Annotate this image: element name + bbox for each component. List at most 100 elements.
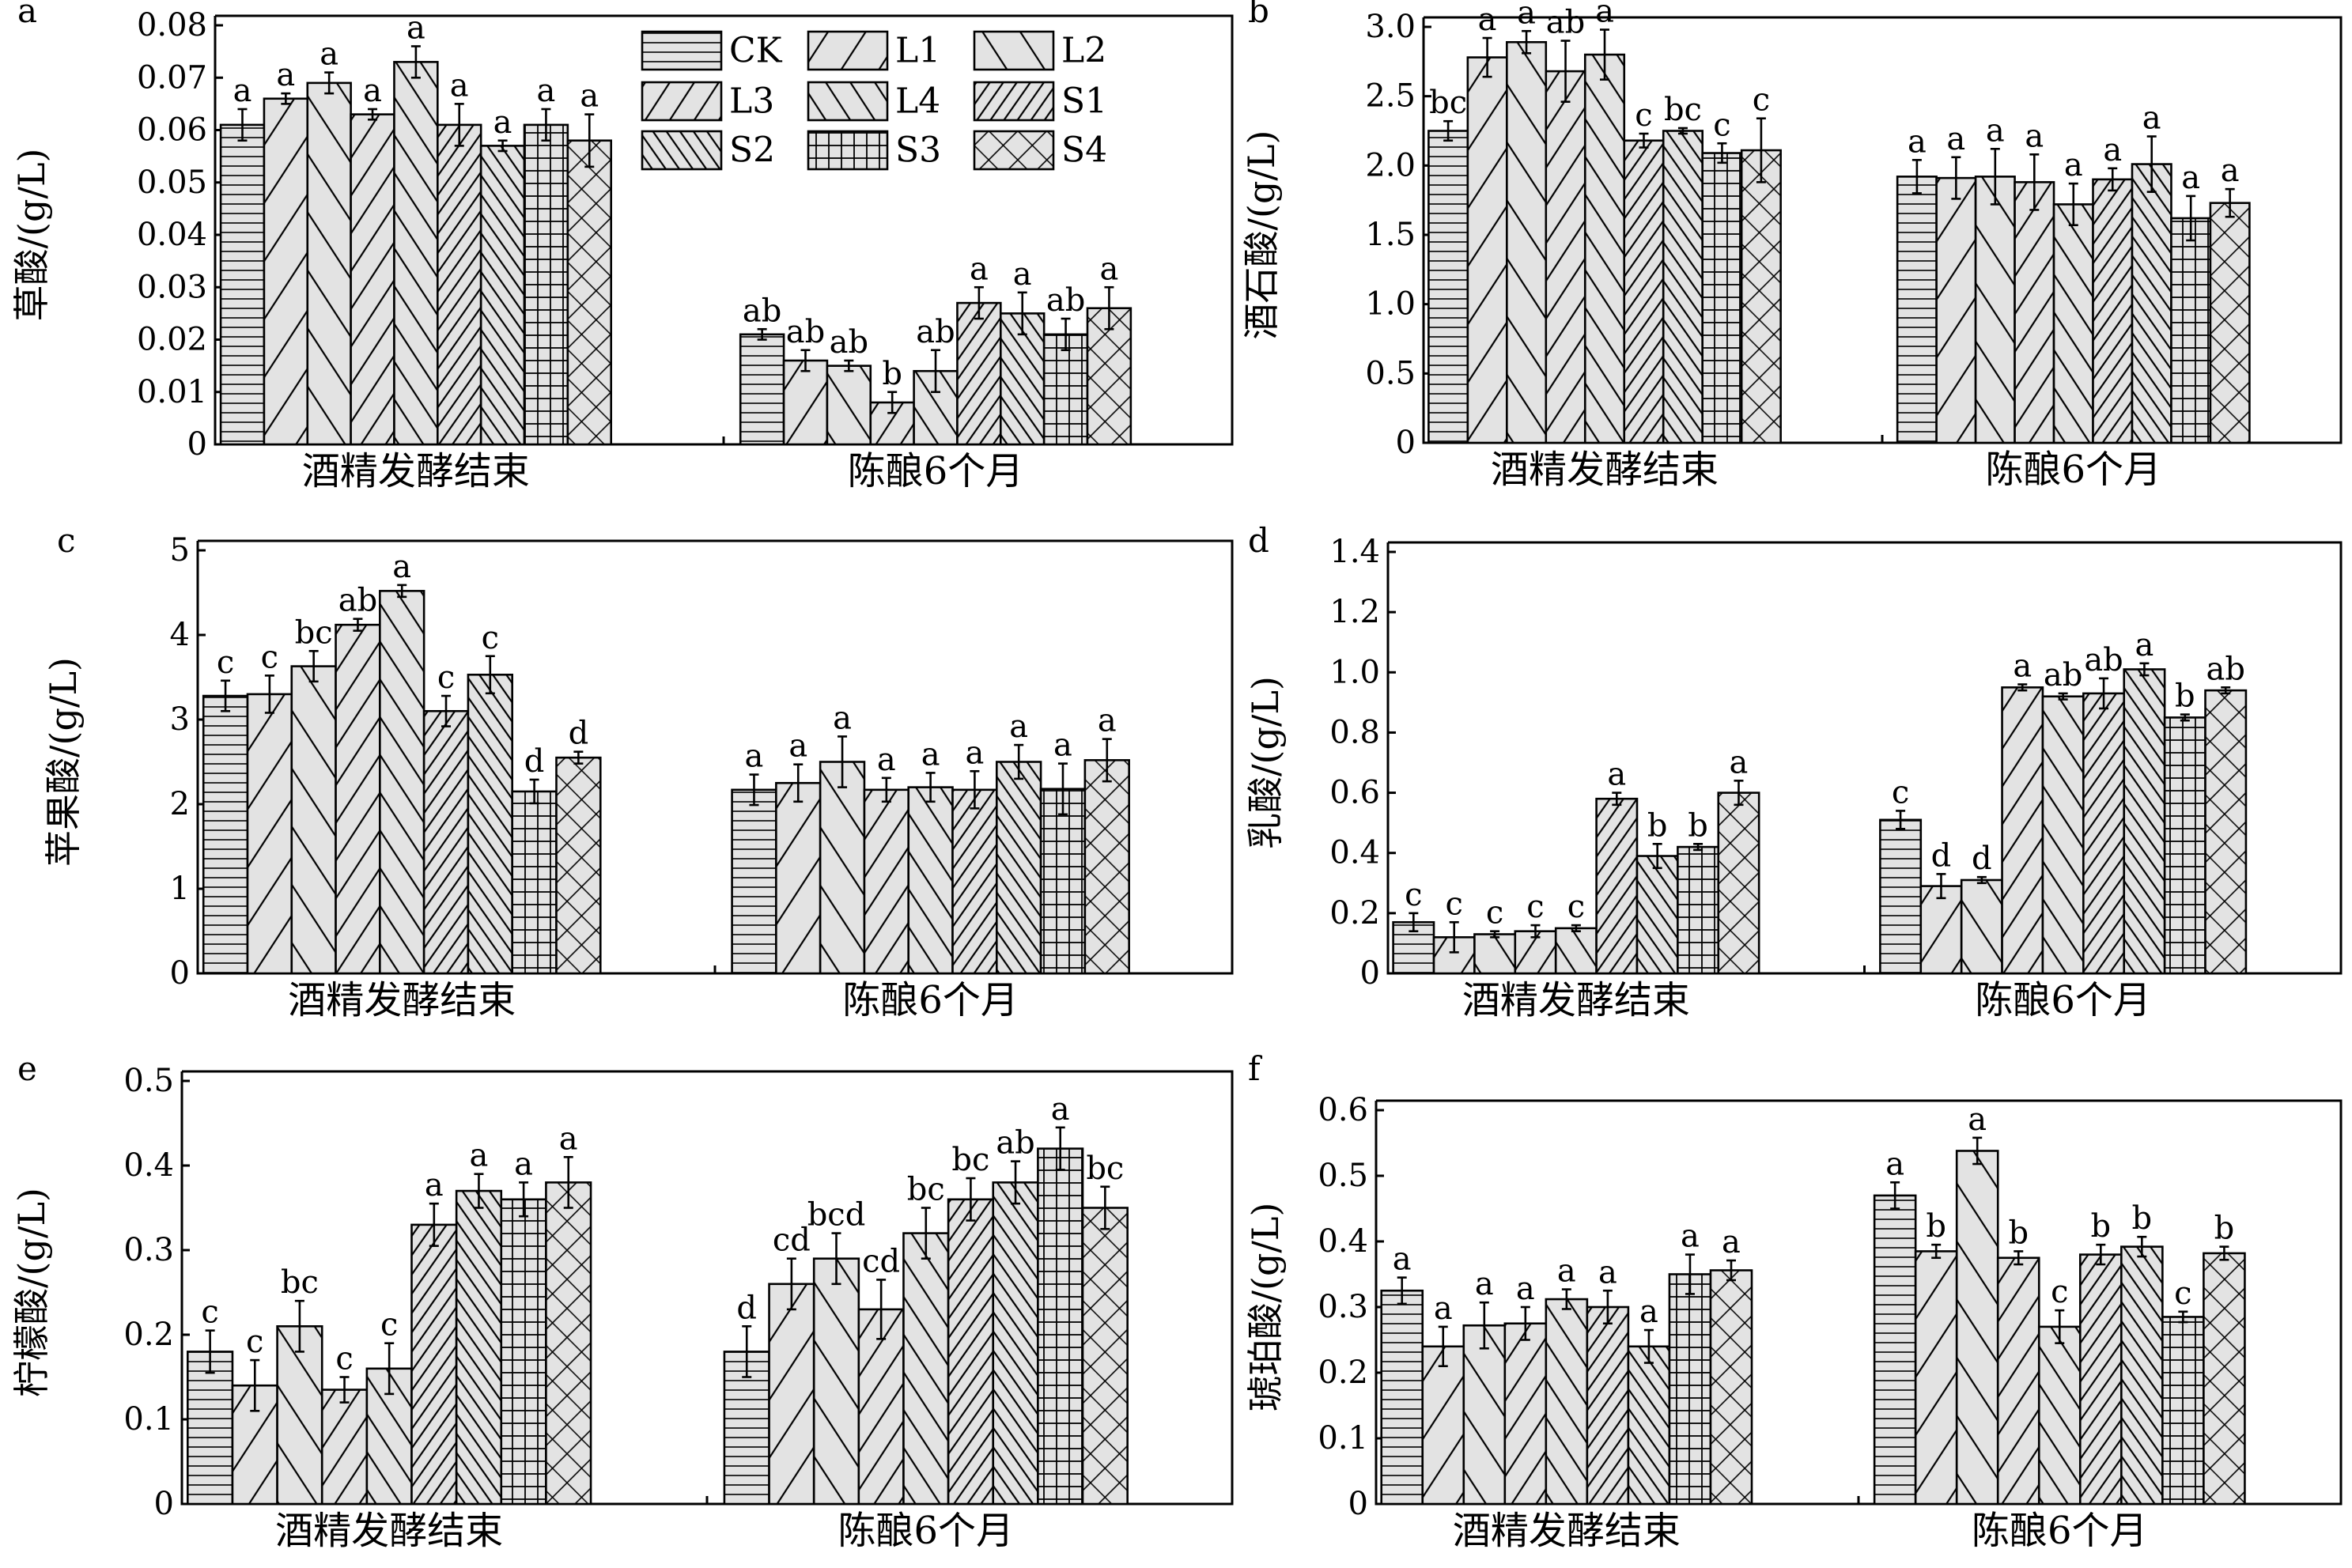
- bar-L4: [2041, 695, 2085, 975]
- bar-S4: [1709, 1269, 1753, 1506]
- bar-S1: [422, 709, 470, 975]
- bar-S3: [511, 790, 558, 975]
- bar-S4: [1081, 1207, 1129, 1506]
- y-tick-label: 1.0: [1365, 286, 1416, 323]
- bar-S3: [2161, 1316, 2205, 1506]
- significance-label: a: [406, 10, 425, 47]
- bar-S4: [1083, 759, 1130, 975]
- bar-L3: [2014, 181, 2055, 444]
- bar-CK: [1896, 176, 1938, 444]
- significance-label: c: [1526, 889, 1544, 925]
- significance-label: a: [1434, 1290, 1453, 1327]
- bar-CK: [187, 1351, 234, 1506]
- bar-S2: [1635, 855, 1679, 975]
- significance-label: a: [1478, 2, 1497, 38]
- y-tick-label: 0.8: [1329, 714, 1380, 750]
- significance-label: c: [1486, 895, 1503, 931]
- significance-label: d: [1931, 837, 1952, 874]
- significance-label: c: [1405, 877, 1422, 913]
- y-tick-label: 0.5: [123, 1063, 174, 1099]
- bar-S4: [2203, 1252, 2246, 1506]
- significance-label: ab: [2084, 642, 2123, 678]
- bar-S4: [2204, 689, 2248, 975]
- bar-S4: [545, 1181, 592, 1506]
- y-tick-label: 1.0: [1329, 654, 1380, 690]
- bar-L2: [306, 81, 352, 446]
- bar-L3: [863, 788, 910, 975]
- panel-letter: e: [17, 1049, 37, 1088]
- y-axis-label: 苹果酸/(g/L): [42, 657, 85, 867]
- y-tick-label: 0: [187, 426, 207, 463]
- y-tick-label: 0.3: [123, 1232, 174, 1268]
- significance-label: bc: [907, 1172, 945, 1208]
- significance-label: a: [1517, 0, 1536, 31]
- bar-L1: [1919, 885, 1963, 975]
- bar-L1: [1421, 1345, 1465, 1506]
- significance-label: c: [2051, 1274, 2068, 1310]
- significance-label: b: [1688, 807, 1708, 844]
- panel-letter: c: [57, 521, 76, 560]
- y-tick-label: 3.0: [1365, 9, 1416, 45]
- bar-L1: [246, 693, 293, 975]
- significance-label: ab: [1546, 5, 1585, 41]
- bar-S2: [995, 761, 1042, 975]
- y-tick-label: 0: [154, 1486, 174, 1522]
- bar-L2: [819, 761, 866, 975]
- significance-label: a: [1595, 0, 1614, 30]
- significance-label: a: [425, 1167, 444, 1203]
- y-axis-label: 柠檬酸/(g/L): [10, 1188, 53, 1397]
- bar-S1: [410, 1223, 458, 1506]
- significance-label: a: [1475, 1266, 1494, 1302]
- significance-label: a: [970, 251, 989, 287]
- significance-label: a: [470, 1138, 489, 1174]
- y-tick-label: 0.5: [1365, 355, 1416, 391]
- y-tick-label: 5: [170, 532, 190, 569]
- bar-L1: [782, 359, 829, 446]
- significance-label: c: [1753, 82, 1770, 119]
- legend: CK L1 L2 L3 L4 S1 S2 S3 S4: [641, 31, 1107, 171]
- x-category-label: 酒精发酵结束: [1453, 1509, 1681, 1553]
- significance-label: bc: [281, 1264, 319, 1301]
- significance-label: bc: [1086, 1150, 1124, 1187]
- bar-L3: [1545, 70, 1586, 444]
- significance-label: ab: [2206, 651, 2244, 687]
- significance-label: a: [1053, 727, 1072, 764]
- bar-S3: [2170, 217, 2212, 444]
- significance-label: cd: [773, 1222, 811, 1259]
- significance-label: b: [1647, 807, 1668, 844]
- legend-label: S1: [1061, 81, 1107, 122]
- significance-label: a: [320, 36, 338, 73]
- plot-frame: [1375, 1099, 2343, 1506]
- panels-layer: a 草酸/(g/L) 0 0.01 0.02 0.03 0.04 0.05 0.06 0.07 0.…: [10, 0, 2343, 1553]
- bar-S2: [992, 1181, 1039, 1506]
- significance-label: bc: [295, 614, 333, 651]
- x-category-label: 酒精发酵结束: [1462, 978, 1690, 1022]
- significance-label: d: [569, 716, 589, 752]
- legend-item-S1: S1: [973, 81, 1107, 122]
- bar-S1: [2078, 1253, 2123, 1506]
- legend-item-CK: CK: [641, 31, 783, 71]
- bar-L1: [775, 781, 822, 975]
- significance-label: a: [233, 73, 252, 109]
- x-category-label: 陈酿6个月: [848, 449, 1024, 493]
- bar-L4: [1545, 1298, 1589, 1506]
- significance-label: b: [2091, 1208, 2112, 1245]
- legend-label: L3: [729, 81, 774, 122]
- panel-letter: d: [1248, 521, 1269, 560]
- bar-L4: [902, 1232, 950, 1506]
- y-tick-label: 0: [170, 955, 190, 992]
- bar-L4: [2037, 1325, 2082, 1506]
- significance-label: a: [921, 736, 940, 773]
- x-category-label: 酒精发酵结束: [288, 978, 516, 1022]
- significance-label: a: [276, 57, 295, 93]
- y-axis-label: 酒石酸/(g/L): [1240, 130, 1283, 340]
- bar-S3: [500, 1198, 547, 1506]
- y-tick-label: 4: [170, 617, 190, 653]
- significance-label: a: [788, 728, 807, 765]
- y-axis-label: 草酸/(g/L): [10, 149, 53, 322]
- significance-label: c: [380, 1307, 398, 1343]
- significance-label: a: [1013, 256, 1032, 293]
- significance-label: c: [246, 1324, 263, 1360]
